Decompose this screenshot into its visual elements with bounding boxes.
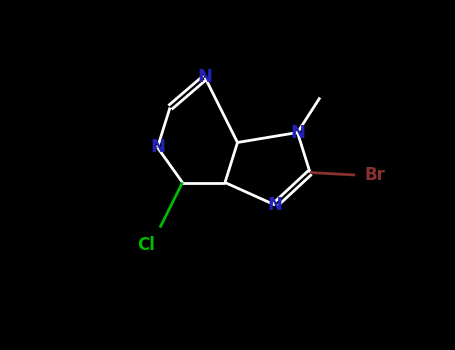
Text: Cl: Cl — [137, 236, 156, 254]
Text: N: N — [290, 124, 305, 141]
Text: N: N — [268, 196, 283, 214]
Text: N: N — [150, 139, 165, 156]
Text: N: N — [197, 69, 212, 86]
Text: Br: Br — [364, 166, 385, 184]
